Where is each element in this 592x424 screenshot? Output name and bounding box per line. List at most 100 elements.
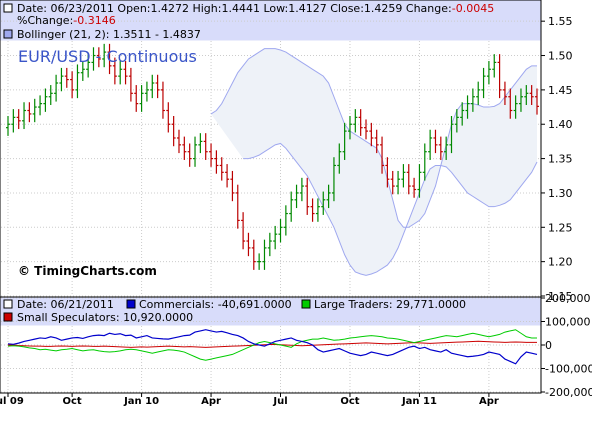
header-high: High:1.4441	[192, 2, 259, 15]
copyright-text: © TimingCharts.com	[18, 264, 157, 278]
price-y-tick-label: 1.25	[548, 221, 573, 234]
ohlc-bar	[380, 136, 385, 174]
ohlc-bar	[43, 88, 48, 112]
ohlc-bar	[449, 115, 454, 154]
x-tick-label: Apr	[479, 396, 499, 407]
ohlc-bar	[294, 184, 299, 209]
header-ohlc-text: Date: 06/23/2011 Open:1.4272 High:1.4441…	[17, 2, 494, 15]
ohlc-bar	[241, 212, 246, 250]
ohlc-bar	[59, 67, 64, 92]
chart-title: EUR/USD - Continuous	[18, 47, 197, 66]
ohlc-bar	[22, 102, 27, 130]
ohlc-bar	[337, 143, 342, 174]
ohlc-bar	[6, 115, 10, 136]
ohlc-bar	[396, 170, 401, 195]
ohlc-bar	[529, 85, 534, 105]
ohlc-bar	[460, 102, 465, 126]
ohlc-bar	[331, 157, 336, 202]
bollinger-legend-text: Bollinger (21, 2): 1.3511 - 1.4837	[17, 28, 201, 41]
ohlc-bar	[166, 102, 171, 133]
ohlc-bar	[118, 61, 123, 85]
ohlc-bar	[390, 170, 395, 195]
ohlc-bar	[433, 129, 438, 154]
cot-y-tick-label: 0	[545, 339, 552, 352]
ohlc-bar	[209, 143, 214, 167]
ohlc-bar	[235, 184, 240, 229]
ohlc-bar	[412, 177, 417, 198]
ohlc-bar	[422, 143, 427, 181]
header-change-prefix: Change:	[406, 2, 452, 15]
ohlc-bar	[70, 71, 75, 99]
ohlc-bar	[486, 61, 491, 85]
price-y-tick-label: 1.55	[548, 15, 573, 28]
ohlc-bar	[134, 85, 139, 112]
ohlc-bar	[219, 157, 224, 181]
header-close: Close:1.4259	[330, 2, 402, 15]
ohlc-bar	[476, 81, 481, 105]
header-open: Open:1.4272	[117, 2, 189, 15]
commercials-legend-swatch	[126, 299, 136, 309]
ohlc-bar	[230, 170, 235, 202]
ohlc-bar	[305, 177, 310, 215]
commercials-line	[7, 329, 538, 365]
ohlc-bar	[267, 232, 272, 257]
ohlc-bar	[347, 115, 352, 140]
ohlc-bar	[225, 164, 230, 188]
ohlc-bar	[438, 136, 443, 160]
price-y-tick-label: 1.30	[548, 187, 573, 200]
price-y-axis: 1.15 1.20 1.25 1.30 1.35 1.40 1.45 1.50 1.55	[541, 15, 573, 303]
x-axis: Jul 09 Oct Jan 10 Apr Jul Oct Jan 11 Apr	[0, 393, 499, 407]
x-tick-label: Jan 11	[401, 396, 437, 407]
ohlc-bar	[187, 143, 192, 167]
ohlc-bar	[273, 225, 278, 250]
ohlc-bar	[481, 67, 486, 99]
ohlc-bar	[155, 74, 160, 99]
ohlc-bar	[64, 67, 69, 88]
price-y-tick-label: 1.45	[548, 84, 573, 97]
ohlc-bar	[193, 136, 198, 167]
ohlc-bar	[299, 177, 304, 202]
ohlc-bar	[454, 109, 459, 133]
ohlc-bar	[385, 157, 390, 188]
ohlc-bar	[374, 129, 379, 154]
bollinger-legend-swatch	[3, 29, 13, 39]
header-date: Date: 06/23/2011	[17, 2, 114, 15]
ohlc-bar	[246, 232, 251, 257]
ohlc-bar	[123, 61, 128, 85]
price-y-tick-label: 1.50	[548, 50, 573, 63]
ohlc-bar	[75, 64, 80, 99]
ohlc-bar	[176, 129, 181, 154]
ohlc-bar	[144, 81, 149, 102]
price-header-band	[0, 0, 541, 41]
commercials-legend-text: Commercials: -40,691.0000	[139, 298, 292, 311]
ohlc-bar	[198, 133, 203, 154]
ohlc-bar	[251, 239, 256, 270]
ohlc-bar	[38, 95, 43, 116]
ohlc-bar	[107, 43, 112, 75]
ohlc-bar	[358, 109, 363, 136]
ohlc-bar	[406, 164, 411, 195]
header-pct-prefix: %Change:	[17, 14, 73, 27]
header-pct-value: -0.3146	[73, 14, 115, 27]
ohlc-bar	[428, 129, 433, 160]
x-tick-label: Apr	[201, 396, 221, 407]
ohlc-bar	[91, 47, 96, 71]
ohlc-bar	[278, 219, 283, 243]
large-traders-legend-text: Large Traders: 29,771.0000	[314, 298, 466, 311]
cot-y-tick-label: -200,000	[545, 386, 592, 399]
ohlc-bar	[417, 164, 422, 198]
cot-header-band	[0, 297, 541, 326]
cot-y-tick-label: -100,000	[545, 363, 592, 376]
x-tick-label: Oct	[63, 396, 82, 407]
ohlc-bar	[369, 122, 374, 147]
ohlc-bar	[508, 88, 513, 119]
small-spec-legend-text: Small Speculators: 10,920.0000	[17, 311, 193, 324]
ohlc-bar	[214, 150, 219, 174]
ohlc-bar	[315, 198, 320, 222]
ohlc-bar	[535, 88, 539, 115]
ohlc-bar	[54, 74, 59, 102]
ohlc-bar	[470, 88, 475, 112]
bollinger-band-fill	[211, 48, 537, 276]
